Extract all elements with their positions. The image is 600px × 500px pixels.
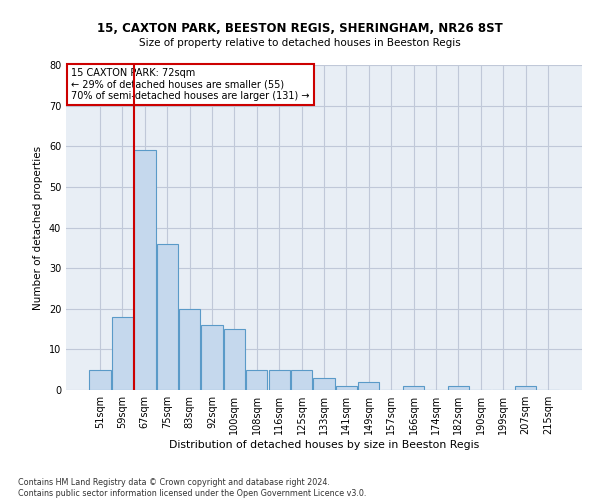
Bar bbox=[134, 150, 155, 390]
Text: Size of property relative to detached houses in Beeston Regis: Size of property relative to detached ho… bbox=[139, 38, 461, 48]
Bar bbox=[246, 370, 268, 390]
Y-axis label: Number of detached properties: Number of detached properties bbox=[33, 146, 43, 310]
Text: Contains HM Land Registry data © Crown copyright and database right 2024.
Contai: Contains HM Land Registry data © Crown c… bbox=[18, 478, 367, 498]
Bar bbox=[313, 378, 335, 390]
Bar bbox=[224, 329, 245, 390]
X-axis label: Distribution of detached houses by size in Beeston Regis: Distribution of detached houses by size … bbox=[169, 440, 479, 450]
Bar bbox=[403, 386, 424, 390]
Bar bbox=[157, 244, 178, 390]
Bar bbox=[89, 370, 111, 390]
Bar bbox=[358, 382, 379, 390]
Bar bbox=[515, 386, 536, 390]
Bar bbox=[448, 386, 469, 390]
Bar bbox=[202, 325, 223, 390]
Bar bbox=[179, 308, 200, 390]
Bar bbox=[112, 317, 133, 390]
Bar bbox=[336, 386, 357, 390]
Text: 15 CAXTON PARK: 72sqm
← 29% of detached houses are smaller (55)
70% of semi-deta: 15 CAXTON PARK: 72sqm ← 29% of detached … bbox=[71, 68, 310, 102]
Bar bbox=[269, 370, 290, 390]
Bar bbox=[291, 370, 312, 390]
Text: 15, CAXTON PARK, BEESTON REGIS, SHERINGHAM, NR26 8ST: 15, CAXTON PARK, BEESTON REGIS, SHERINGH… bbox=[97, 22, 503, 36]
